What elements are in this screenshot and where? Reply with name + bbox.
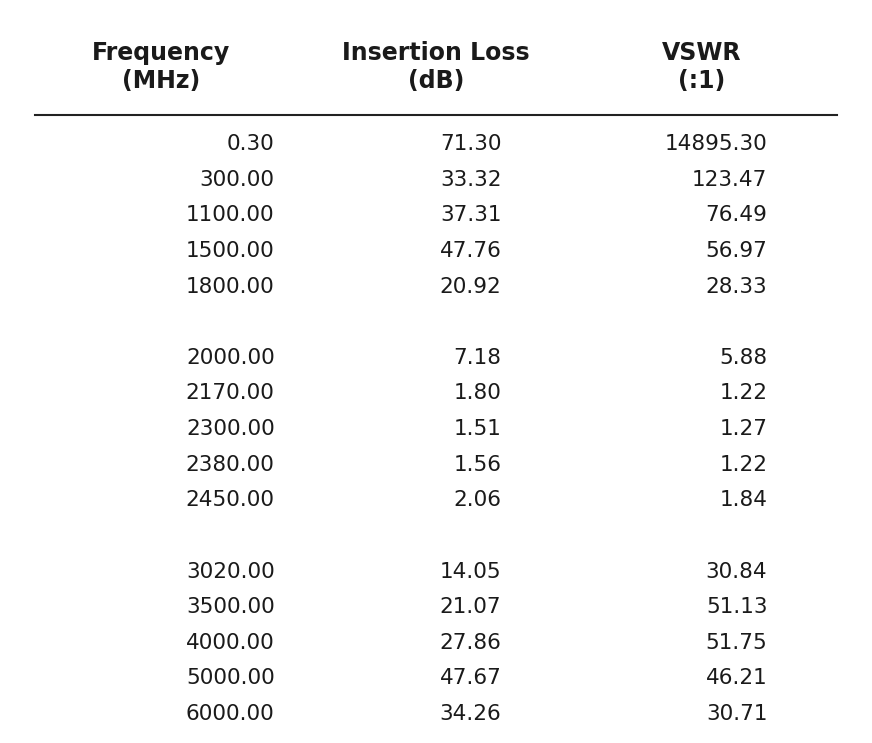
Text: 1.51: 1.51 [453, 419, 501, 439]
Text: Frequency
(MHz): Frequency (MHz) [92, 41, 230, 93]
Text: 30.84: 30.84 [705, 562, 767, 582]
Text: 51.75: 51.75 [705, 633, 767, 653]
Text: Insertion Loss
(dB): Insertion Loss (dB) [342, 41, 530, 93]
Text: 1.56: 1.56 [453, 455, 501, 475]
Text: 27.86: 27.86 [439, 633, 501, 653]
Text: 30.71: 30.71 [705, 704, 767, 724]
Text: 1800.00: 1800.00 [186, 276, 275, 296]
Text: 1500.00: 1500.00 [186, 241, 275, 261]
Text: 28.33: 28.33 [705, 276, 767, 296]
Text: 33.32: 33.32 [439, 169, 501, 189]
Text: 21.07: 21.07 [439, 597, 501, 617]
Text: 14895.30: 14895.30 [664, 134, 767, 154]
Text: 51.13: 51.13 [705, 597, 767, 617]
Text: 2450.00: 2450.00 [186, 490, 275, 510]
Text: 0.30: 0.30 [227, 134, 275, 154]
Text: 300.00: 300.00 [200, 169, 275, 189]
Text: 34.26: 34.26 [439, 704, 501, 724]
Text: 1.22: 1.22 [719, 455, 767, 475]
Text: 3020.00: 3020.00 [186, 562, 275, 582]
Text: 2380.00: 2380.00 [186, 455, 275, 475]
Text: 1100.00: 1100.00 [186, 205, 275, 225]
Text: 71.30: 71.30 [439, 134, 501, 154]
Text: 6000.00: 6000.00 [186, 704, 275, 724]
Text: 47.67: 47.67 [439, 669, 501, 689]
Text: 5000.00: 5000.00 [186, 669, 275, 689]
Text: 1.80: 1.80 [453, 383, 501, 403]
Text: 1.22: 1.22 [719, 383, 767, 403]
Text: 7.18: 7.18 [453, 348, 501, 368]
Text: 123.47: 123.47 [692, 169, 767, 189]
Text: 46.21: 46.21 [705, 669, 767, 689]
Text: 2000.00: 2000.00 [186, 348, 275, 368]
Text: VSWR
(:1): VSWR (:1) [662, 41, 742, 93]
Text: 37.31: 37.31 [439, 205, 501, 225]
Text: 14.05: 14.05 [439, 562, 501, 582]
Text: 47.76: 47.76 [439, 241, 501, 261]
Text: 2170.00: 2170.00 [186, 383, 275, 403]
Text: 5.88: 5.88 [719, 348, 767, 368]
Text: 20.92: 20.92 [439, 276, 501, 296]
Text: 56.97: 56.97 [705, 241, 767, 261]
Text: 2300.00: 2300.00 [186, 419, 275, 439]
Text: 3500.00: 3500.00 [186, 597, 275, 617]
Text: 1.84: 1.84 [719, 490, 767, 510]
Text: 4000.00: 4000.00 [186, 633, 275, 653]
Text: 76.49: 76.49 [705, 205, 767, 225]
Text: 2.06: 2.06 [453, 490, 501, 510]
Text: 1.27: 1.27 [719, 419, 767, 439]
